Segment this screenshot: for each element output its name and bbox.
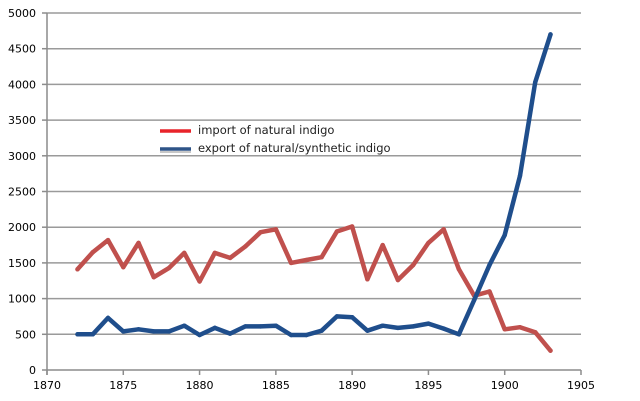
x-tick-label: 1895 — [414, 379, 442, 392]
y-tick-label: 2500 — [8, 186, 36, 199]
data-point-export — [121, 329, 126, 334]
data-point-export — [334, 314, 340, 319]
data-point-import — [395, 277, 401, 283]
series — [75, 32, 553, 353]
data-point-export — [410, 324, 416, 329]
data-point-import — [380, 242, 385, 248]
data-point-import — [304, 257, 309, 263]
y-tick-label: 1500 — [8, 257, 36, 270]
data-point-import — [212, 250, 218, 256]
data-point-import — [517, 324, 523, 330]
data-point-import — [121, 264, 126, 270]
data-point-export — [212, 325, 218, 331]
data-point-import — [273, 227, 279, 232]
data-point-export — [151, 329, 156, 334]
data-point-import — [456, 267, 462, 272]
series-import — [75, 224, 553, 353]
data-point-import — [487, 289, 492, 294]
data-point-import — [105, 237, 111, 243]
data-point-import — [227, 255, 233, 261]
series-export — [75, 32, 553, 338]
y-tick-label: 3000 — [8, 150, 36, 163]
data-point-export — [182, 323, 187, 328]
data-point-export — [75, 332, 80, 337]
data-point-export — [502, 232, 507, 238]
data-point-export — [90, 332, 95, 337]
data-point-export — [365, 328, 370, 333]
data-point-import — [151, 274, 156, 280]
data-point-export — [426, 321, 431, 326]
data-point-export — [456, 332, 462, 337]
data-point-export — [273, 323, 279, 328]
data-point-export — [472, 297, 477, 303]
data-point-export — [258, 324, 263, 329]
data-point-import — [548, 348, 553, 353]
y-tick-label: 1000 — [8, 293, 36, 306]
x-axis-ticks: 1870 1875 1880 1885 1890 1895 1900 1905 — [33, 370, 595, 392]
x-tick-label: 1880 — [186, 379, 214, 392]
data-point-export — [533, 80, 538, 85]
x-tick-label: 1890 — [338, 379, 366, 392]
legend-item-import: import of natural indigo — [160, 123, 334, 137]
axes — [46, 13, 581, 375]
data-point-import — [349, 224, 355, 229]
data-point-import — [334, 229, 340, 234]
data-point-import — [136, 240, 141, 246]
y-tick-label: 0 — [29, 364, 36, 377]
y-tick-label: 500 — [15, 328, 36, 341]
gridlines — [47, 12, 581, 336]
data-point-import — [410, 262, 416, 268]
series-line-export — [75, 32, 553, 338]
data-point-import — [182, 250, 187, 256]
x-tick-label: 1885 — [262, 379, 290, 392]
y-tick-label: 3500 — [8, 114, 36, 127]
series-line-import — [75, 224, 553, 353]
data-point-import — [365, 277, 370, 282]
data-point-export — [288, 332, 294, 338]
data-point-import — [90, 249, 95, 255]
data-point-import — [166, 265, 172, 271]
legend-label-import: import of natural indigo — [198, 123, 334, 137]
x-tick-label: 1875 — [109, 379, 137, 392]
data-point-export — [319, 328, 324, 333]
data-point-export — [105, 315, 111, 321]
data-point-import — [319, 254, 324, 260]
x-tick-label: 1905 — [567, 379, 595, 392]
data-point-export — [548, 32, 553, 37]
data-point-export — [441, 326, 446, 331]
legend: import of natural indigo export of natur… — [160, 123, 391, 155]
x-tick-label: 1870 — [33, 379, 61, 392]
legend-label-export: export of natural/synthetic indigo — [198, 141, 391, 155]
data-point-export — [197, 332, 202, 338]
data-point-export — [243, 324, 248, 329]
y-tick-label: 4500 — [8, 43, 36, 56]
data-point-import — [533, 329, 538, 335]
x-tick-label: 1900 — [491, 379, 519, 392]
data-point-import — [288, 260, 294, 266]
data-point-export — [395, 325, 401, 331]
data-point-import — [243, 244, 248, 249]
data-point-import — [502, 327, 507, 332]
data-point-import — [426, 240, 431, 246]
data-point-export — [349, 314, 355, 320]
data-point-export — [136, 327, 141, 332]
data-point-export — [380, 323, 385, 328]
data-point-import — [258, 229, 263, 235]
y-axis-ticks: 0 500 1000 1500 2000 2500 3000 3500 4000 4500 5000 — [8, 7, 47, 377]
data-point-import — [75, 267, 80, 272]
data-point-export — [517, 173, 523, 178]
data-point-export — [487, 262, 492, 268]
data-point-import — [441, 227, 446, 232]
data-point-export — [166, 329, 172, 334]
data-point-import — [197, 279, 202, 284]
y-tick-label: 2000 — [8, 221, 36, 234]
legend-item-export: export of natural/synthetic indigo — [160, 141, 391, 155]
y-tick-label: 4000 — [8, 78, 36, 91]
data-point-export — [304, 332, 309, 338]
y-tick-label: 5000 — [8, 7, 36, 20]
data-point-export — [227, 331, 233, 336]
